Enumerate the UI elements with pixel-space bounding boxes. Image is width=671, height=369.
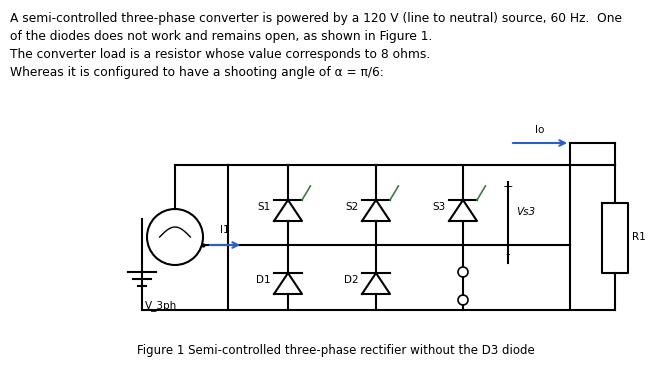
Text: +: +: [503, 180, 513, 193]
Text: Io: Io: [535, 125, 545, 135]
Text: A semi-controlled three-phase converter is powered by a 120 V (line to neutral) : A semi-controlled three-phase converter …: [10, 12, 622, 25]
Text: D2: D2: [344, 275, 359, 285]
Text: of the diodes does not work and remains open, as shown in Figure 1.: of the diodes does not work and remains …: [10, 30, 432, 43]
Text: Whereas it is configured to have a shooting angle of α = π/6:: Whereas it is configured to have a shoot…: [10, 66, 384, 79]
Text: S1: S1: [258, 202, 271, 212]
Text: The converter load is a resistor whose value corresponds to 8 ohms.: The converter load is a resistor whose v…: [10, 48, 430, 61]
Text: Figure 1 Semi-controlled three-phase rectifier without the D3 diode: Figure 1 Semi-controlled three-phase rec…: [137, 344, 534, 357]
Text: S2: S2: [346, 202, 359, 212]
Text: D1: D1: [256, 275, 271, 285]
Text: R1: R1: [632, 232, 646, 242]
Text: -: -: [506, 248, 510, 262]
Text: V_3ph: V_3ph: [145, 300, 177, 311]
Text: Vs3: Vs3: [516, 207, 535, 217]
Text: S3: S3: [433, 202, 446, 212]
Text: I1: I1: [220, 225, 229, 235]
